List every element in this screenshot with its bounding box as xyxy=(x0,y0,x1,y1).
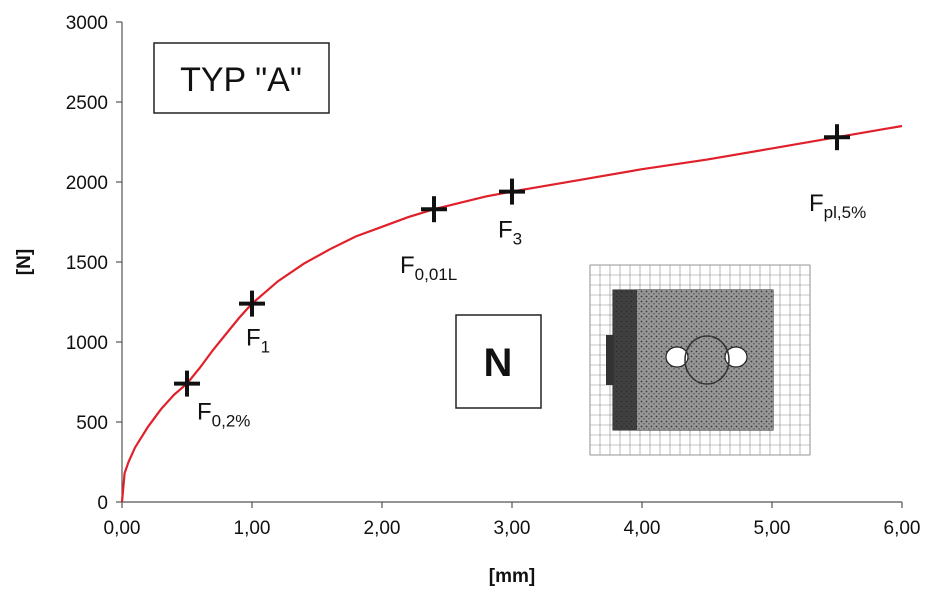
mesh-hole-left xyxy=(665,346,689,368)
y-tick-label: 1000 xyxy=(66,333,108,354)
mesh-hole-right xyxy=(724,346,748,368)
marker-label: F0,2% xyxy=(197,399,250,431)
y-tick-label: 0 xyxy=(97,493,108,514)
x-tick-label: 1,00 xyxy=(234,518,271,539)
x-tick-label: 0,00 xyxy=(104,518,141,539)
y-tick-label: 2500 xyxy=(66,93,108,114)
x-tick-label: 4,00 xyxy=(624,518,661,539)
marker-label: F0,01L xyxy=(400,252,457,284)
mesh-edge-strip xyxy=(613,290,637,430)
x-axis-label: [mm] xyxy=(489,566,535,587)
type-annotation-text: TYP "A" xyxy=(180,61,302,99)
x-tick-label: 3,00 xyxy=(494,518,531,539)
y-tick-label: 3000 xyxy=(66,13,108,34)
x-tick-label: 2,00 xyxy=(364,518,401,539)
ticks xyxy=(116,21,903,508)
n-annotation-box: N xyxy=(455,314,542,409)
y-tick-label: 500 xyxy=(76,413,108,434)
mesh-model-inset xyxy=(589,264,811,456)
marker-5: Fpl,5% xyxy=(809,124,866,222)
y-tick-label: 2000 xyxy=(66,173,108,194)
type-annotation-box: TYP "A" xyxy=(153,42,330,114)
y-tick-label: 1500 xyxy=(66,253,108,274)
marker-3: F0,01L xyxy=(400,196,457,284)
marker-label: F3 xyxy=(498,217,522,249)
marker-1: F0,2% xyxy=(174,370,250,431)
tick-labels: 0 500 1000 1500 2000 2500 3000 0,00 1,00 2,00 3,00… xyxy=(66,13,921,539)
marker-label: F1 xyxy=(246,325,270,357)
y-axis-label: [N] xyxy=(14,249,35,275)
n-annotation-text: N xyxy=(484,341,513,385)
x-tick-label: 6,00 xyxy=(884,518,921,539)
series-line xyxy=(120,124,903,503)
marker-label: Fpl,5% xyxy=(809,190,866,222)
x-tick-label: 5,00 xyxy=(754,518,791,539)
marker-2: F1 xyxy=(239,290,270,357)
